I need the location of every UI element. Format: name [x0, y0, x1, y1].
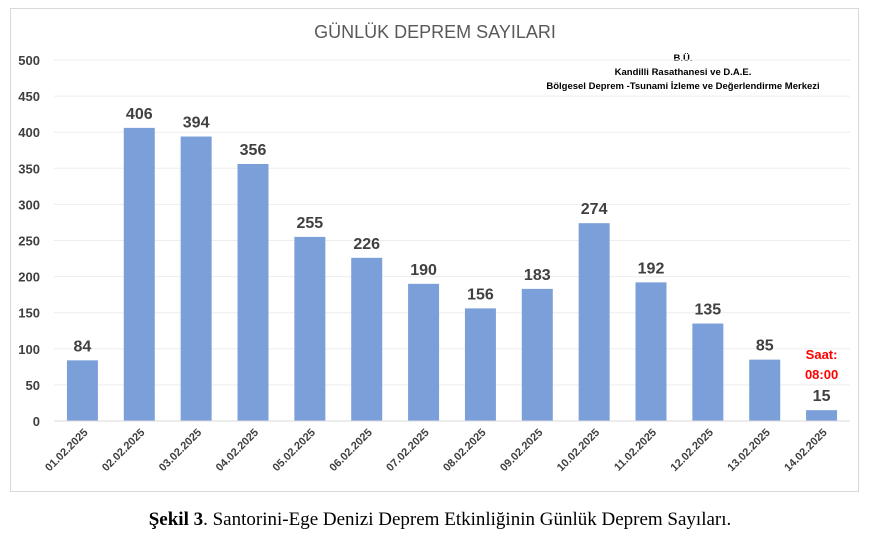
x-tick-label: 10.02.2025	[555, 427, 602, 474]
x-tick-label: 05.02.2025	[271, 427, 318, 474]
y-tick-label: 200	[18, 270, 40, 285]
x-tick-label: 07.02.2025	[384, 427, 431, 474]
y-tick-label: 300	[18, 197, 40, 212]
caption-text: . Santorini-Ege Denizi Deprem Etkinliğin…	[203, 509, 732, 530]
source-line-3: Bölgesel Deprem -Tsunami İzleme ve Değer…	[546, 81, 819, 92]
annotation: Saat: 08:00	[805, 347, 838, 382]
data-label: 183	[524, 267, 551, 284]
bar-09.02.2025	[521, 288, 553, 421]
data-label: 85	[756, 338, 774, 355]
bar-04.02.2025	[237, 163, 269, 421]
data-label: 156	[467, 286, 494, 303]
x-tick-label: 11.02.2025	[612, 427, 659, 474]
annotation-line: 08:00	[805, 367, 838, 382]
bar-05.02.2025	[294, 236, 326, 421]
caption-label: Şekil 3	[148, 509, 204, 530]
data-label: 84	[74, 338, 92, 355]
bar-14.02.2025	[806, 410, 838, 421]
x-tick-label: 08.02.2025	[441, 427, 488, 474]
bar-08.02.2025	[464, 308, 496, 421]
source-note: B.Ü. Kandilli Rasathanesi ve D.A.E. Bölg…	[546, 53, 819, 92]
bar-13.02.2025	[749, 359, 781, 421]
bar-10.02.2025	[578, 223, 610, 421]
bars	[66, 127, 838, 422]
bar-03.02.2025	[180, 136, 212, 422]
data-labels: 84 406 394 356 255 226 190 156 183 274 192 135 85 15	[74, 106, 831, 405]
data-label: 406	[126, 106, 153, 123]
data-label: 356	[240, 142, 267, 159]
figure-caption: Şekil 3. Santorini-Ege Denizi Deprem Etk…	[0, 509, 880, 531]
x-tick-label: 12.02.2025	[669, 427, 716, 474]
data-label: 274	[581, 201, 608, 218]
x-tick-label: 04.02.2025	[214, 427, 261, 474]
y-tick-label: 50	[26, 378, 40, 393]
y-tick-label: 350	[18, 161, 40, 176]
x-tick-label: 14.02.2025	[782, 427, 829, 474]
bar-07.02.2025	[408, 283, 440, 421]
x-tick-label: 13.02.2025	[725, 427, 772, 474]
data-label: 394	[183, 115, 210, 132]
bar-12.02.2025	[692, 323, 724, 421]
source-line-2: Kandilli Rasathanesi ve D.A.E.	[615, 67, 752, 78]
annotation-line: Saat:	[806, 347, 838, 362]
bar-06.02.2025	[351, 257, 383, 421]
grid-lines	[54, 59, 850, 386]
x-tick-label: 03.02.2025	[157, 427, 204, 474]
y-tick-label: 450	[18, 89, 40, 104]
source-line-1: B.Ü.	[674, 53, 693, 64]
y-tick-label: 500	[18, 53, 40, 68]
x-tick-label: 02.02.2025	[100, 427, 147, 474]
data-label: 135	[695, 302, 722, 319]
bar-chart: GÜNLÜK DEPREM SAYILARI B.Ü. Kandilli Ras…	[18, 22, 850, 474]
y-tick-label: 0	[33, 414, 40, 429]
chart-title: GÜNLÜK DEPREM SAYILARI	[314, 22, 556, 42]
x-tick-label: 09.02.2025	[498, 427, 545, 474]
y-tick-label: 400	[18, 125, 40, 140]
data-label: 226	[353, 236, 380, 253]
y-tick-label: 150	[18, 306, 40, 321]
data-label: 255	[297, 215, 324, 232]
bar-02.02.2025	[123, 127, 155, 422]
data-label: 190	[410, 262, 437, 279]
x-tick-label: 01.02.2025	[43, 427, 90, 474]
data-label: 192	[638, 260, 665, 277]
x-axis-ticks: 01.02.2025 02.02.2025 03.02.2025 04.02.2025…	[43, 427, 830, 474]
x-tick-label: 06.02.2025	[327, 427, 374, 474]
y-tick-label: 100	[18, 342, 40, 357]
y-tick-label: 250	[18, 234, 40, 249]
bar-11.02.2025	[635, 282, 667, 421]
bar-01.02.2025	[66, 360, 98, 421]
data-label: 15	[813, 388, 831, 405]
y-axis-ticks: 0 50 100 150 200 250 300 350 400 450 500	[18, 53, 40, 429]
